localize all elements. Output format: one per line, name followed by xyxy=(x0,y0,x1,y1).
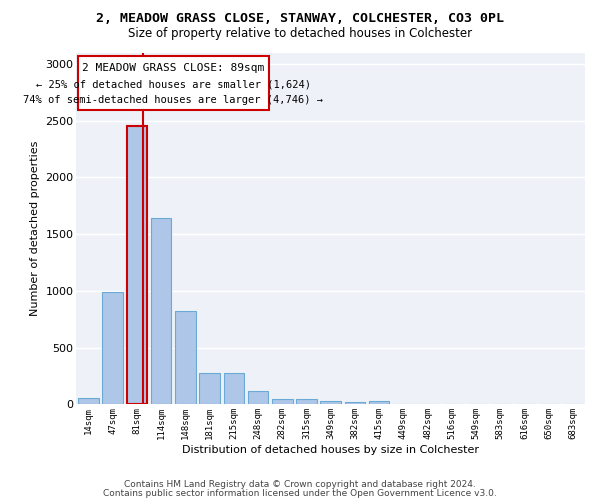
X-axis label: Distribution of detached houses by size in Colchester: Distribution of detached houses by size … xyxy=(182,445,479,455)
Bar xyxy=(320,401,341,404)
Text: ← 25% of detached houses are smaller (1,624): ← 25% of detached houses are smaller (1,… xyxy=(36,79,311,89)
Text: Contains HM Land Registry data © Crown copyright and database right 2024.: Contains HM Land Registry data © Crown c… xyxy=(124,480,476,489)
Bar xyxy=(272,398,293,404)
Bar xyxy=(175,312,196,404)
Text: 2, MEADOW GRASS CLOSE, STANWAY, COLCHESTER, CO3 0PL: 2, MEADOW GRASS CLOSE, STANWAY, COLCHEST… xyxy=(96,12,504,26)
Bar xyxy=(224,372,244,404)
Bar xyxy=(127,126,147,404)
Text: Contains public sector information licensed under the Open Government Licence v3: Contains public sector information licen… xyxy=(103,489,497,498)
Bar xyxy=(344,402,365,404)
Bar xyxy=(369,401,389,404)
Bar xyxy=(248,391,268,404)
Bar xyxy=(103,292,123,405)
Text: 2 MEADOW GRASS CLOSE: 89sqm: 2 MEADOW GRASS CLOSE: 89sqm xyxy=(82,63,265,73)
Bar xyxy=(78,398,99,404)
Text: 74% of semi-detached houses are larger (4,746) →: 74% of semi-detached houses are larger (… xyxy=(23,95,323,105)
Bar xyxy=(151,218,172,404)
Bar xyxy=(199,372,220,404)
FancyBboxPatch shape xyxy=(77,56,269,110)
Text: Size of property relative to detached houses in Colchester: Size of property relative to detached ho… xyxy=(128,28,472,40)
Y-axis label: Number of detached properties: Number of detached properties xyxy=(30,141,40,316)
Bar xyxy=(296,398,317,404)
